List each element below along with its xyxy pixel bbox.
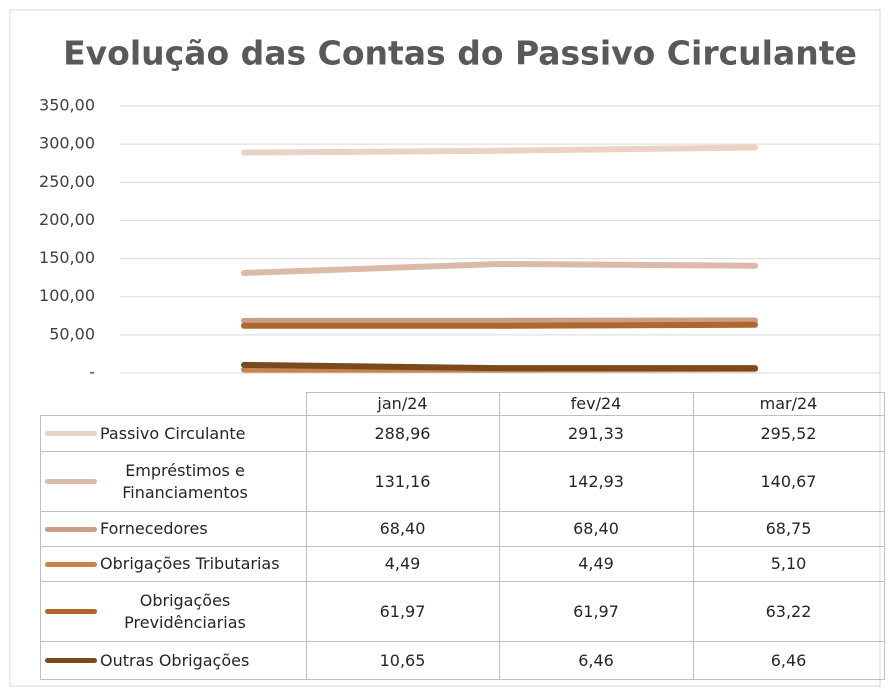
legend-label: Outras Obrigações [100,650,250,670]
data-label: 61,97 [498,581,694,642]
table-row: Outras Obrigações 10,65 6,46 6,46 [40,641,885,680]
series-line [241,144,758,156]
data-label: 288,96 [305,415,500,452]
y-tick-label: 50,00 [49,324,95,343]
legend-label: Empréstimos e Financiamentos [122,460,248,502]
table-row: Obrigações Tributarias 4,49 4,49 5,10 [40,546,885,582]
data-label: 68,75 [692,511,885,547]
legend-key [45,561,97,567]
table-row: Fornecedores 68,40 68,40 68,75 [40,511,885,547]
table-row: Empréstimos e Financiamentos 131,16 142,93… [40,451,885,512]
legend-key [45,526,97,532]
table-row: Passivo Circulante 288,96 291,33 295,52 [40,415,885,452]
series-line [241,361,758,372]
y-tick-label: - [89,363,95,382]
data-label: 142,93 [498,451,694,512]
data-label: 61,97 [305,581,500,642]
legend-cell: Obrigações Tributarias [40,546,307,582]
table-row: Obrigações Previdênciarias 61,97 61,97 63,2… [40,581,885,642]
legend-key [45,479,97,484]
y-tick-label: 100,00 [39,286,95,305]
data-label: 68,40 [305,511,500,547]
legend-cell: Passivo Circulante [40,415,307,452]
legend-label: Fornecedores [100,519,208,539]
legend-cell: Obrigações Previdênciarias [40,581,307,642]
x-tick-label: jan/24 [305,392,500,416]
data-label: 68,40 [498,511,694,547]
data-label: 131,16 [305,451,500,512]
legend-cell: Outras Obrigações [40,641,307,680]
data-label: 63,22 [692,581,885,642]
x-tick-label: fev/24 [498,392,694,416]
data-label: 140,67 [692,451,885,512]
data-label: 6,46 [498,641,694,680]
legend-label: Obrigações Tributarias [100,554,280,574]
y-tick-label: 200,00 [39,210,95,229]
legend-label: Obrigações Previdênciarias [124,590,246,632]
data-label: 6,46 [692,641,885,680]
data-label: 4,49 [498,546,694,582]
legend-key [45,609,97,614]
data-label: 10,65 [305,641,500,680]
series-line [241,260,758,276]
legend-label: Passivo Circulante [100,423,246,443]
series-line [241,321,758,329]
x-tick-label: mar/24 [692,392,885,416]
legend-key [45,658,97,664]
data-label: 291,33 [498,415,694,452]
data-table: jan/24 fev/24 mar/24 Passivo Circulante 288,… [40,392,885,680]
table-header: jan/24 fev/24 mar/24 [40,392,885,416]
chart-title: Evolução das Contas do Passivo Circulant… [63,34,857,73]
data-label: 295,52 [692,415,885,452]
legend-cell: Empréstimos e Financiamentos [40,451,307,512]
legend-key [45,431,97,437]
legend-cell: Fornecedores [40,511,307,547]
data-label: 5,10 [692,546,885,582]
y-tick-label: 350,00 [39,96,95,115]
y-tick-label: 150,00 [39,248,95,267]
corner-cell [40,392,307,416]
y-tick-label: 300,00 [39,134,95,153]
y-tick-label: 250,00 [39,172,95,191]
data-label: 4,49 [305,546,500,582]
